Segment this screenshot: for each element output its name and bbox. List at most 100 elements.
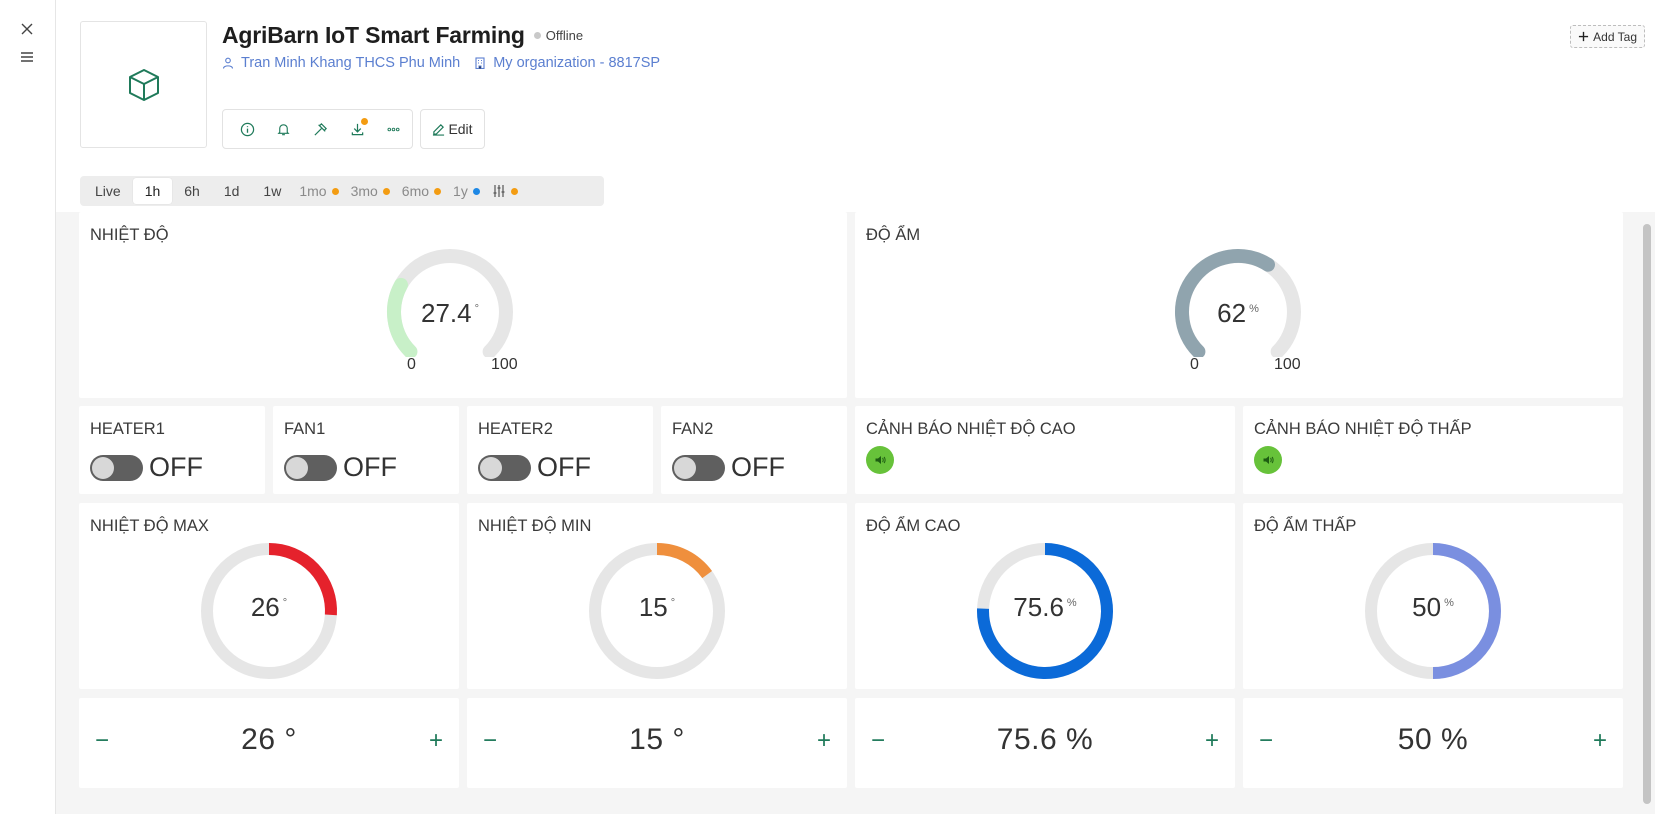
stepper-value: 26 ° — [241, 723, 297, 756]
widget-temp-max: NHIỆT ĐỘ MAX 26 ° — [79, 503, 459, 689]
widget-title: HEATER2 — [478, 420, 553, 438]
user-icon — [222, 57, 234, 69]
time-range-6mo[interactable]: 6mo — [396, 178, 447, 204]
time-range-1y[interactable]: 1y — [447, 178, 486, 204]
vertical-scrollbar[interactable] — [1639, 212, 1655, 814]
widget-fan2: FAN2 OFF — [661, 406, 847, 494]
premium-dot — [434, 187, 442, 195]
gauge-value-arc — [387, 277, 418, 357]
time-range-3mo[interactable]: 3mo — [345, 178, 396, 204]
edit-label: Edit — [448, 121, 473, 137]
time-range-live[interactable]: Live — [83, 178, 133, 204]
time-range-label: 6mo — [401, 183, 430, 199]
widget-heater1: HEATER1 OFF — [79, 406, 265, 494]
owner-link[interactable]: Tran Minh Khang THCS Phu Minh — [222, 55, 460, 71]
edit-button[interactable]: Edit — [420, 109, 485, 149]
widget-title: NHIỆT ĐỘ MIN — [478, 517, 592, 535]
ring-value: 15 ° — [638, 592, 676, 622]
widget-title: ĐỘ ẨM — [866, 226, 921, 244]
more-button[interactable] — [375, 114, 412, 144]
widget-temperature: NHIỆT ĐỘ 27.4 ° 0 100 — [79, 212, 847, 398]
sliders-icon — [493, 185, 505, 197]
decrement-button[interactable]: − — [1258, 727, 1273, 754]
time-range-6h[interactable]: 6h — [172, 178, 212, 204]
add-tag-button[interactable]: Add Tag — [1570, 25, 1645, 48]
ring-value: 75.6% — [1013, 592, 1077, 622]
gauge-min: 0 — [1190, 356, 1199, 373]
status-badge: Offline — [533, 28, 583, 43]
time-range-1d[interactable]: 1d — [212, 178, 252, 204]
heater2-toggle[interactable]: OFF — [478, 452, 591, 483]
cube-icon — [128, 68, 159, 101]
tools-button[interactable] — [302, 114, 339, 144]
ring-value: 26 ° — [250, 592, 288, 622]
increment-button[interactable]: + — [816, 727, 831, 754]
increment-button[interactable]: + — [428, 727, 443, 754]
premium-dot — [382, 187, 390, 195]
close-icon[interactable] — [17, 19, 37, 39]
device-title: AgriBarn IoT Smart Farming — [222, 22, 525, 48]
humidity-gauge — [1175, 249, 1301, 357]
widget-title: ĐỘ ẨM THẤP — [1254, 517, 1357, 535]
gauge-value-arc — [1175, 249, 1276, 357]
ring-value-arc — [1432, 543, 1501, 679]
widget-fan1: FAN1 OFF — [273, 406, 459, 494]
device-toolbar — [222, 109, 413, 149]
stepper-value: 50 % — [1397, 723, 1469, 756]
widget-title: CẢNH BÁO NHIỆT ĐỘ CAO — [866, 420, 1076, 438]
more-icon — [387, 127, 400, 131]
widget-title: FAN1 — [284, 420, 326, 438]
stepper-temp-max: − 26 ° + — [79, 698, 459, 788]
gauge-max: 100 — [1274, 356, 1301, 373]
ring-value: 50% — [1412, 592, 1454, 622]
stepper-humidity-high: − 75.6 % + — [855, 698, 1235, 788]
time-range-selector: Live 1h 6h 1d 1w 1mo 3mo 6mo 1y — [80, 176, 604, 206]
device-title-row: AgriBarn IoT Smart Farming Offline — [222, 22, 583, 49]
time-range-label: 1h — [144, 183, 161, 199]
decrement-button[interactable]: − — [482, 727, 497, 754]
notifications-button[interactable] — [266, 114, 303, 144]
heater1-toggle[interactable]: OFF — [90, 452, 203, 483]
switch-state: OFF — [537, 452, 591, 482]
widget-heater2: HEATER2 OFF — [467, 406, 653, 494]
time-range-1h[interactable]: 1h — [132, 178, 173, 204]
widget-humidity-high: ĐỘ ẨM CAO 75.6% — [855, 503, 1235, 689]
building-icon — [475, 57, 485, 69]
widget-humidity: ĐỘ ẨM 62% 0 100 — [855, 212, 1623, 398]
widget-humidity-low: ĐỘ ẨM THẤP 50% — [1243, 503, 1623, 689]
speaker-icon — [1263, 456, 1274, 464]
time-range-custom[interactable] — [486, 178, 524, 204]
widget-title: HEATER1 — [90, 420, 165, 438]
switch-state: OFF — [731, 452, 785, 482]
download-button[interactable] — [339, 114, 376, 144]
organization-link[interactable]: My organization - 8817SP — [474, 55, 660, 71]
switch-state: OFF — [343, 452, 397, 482]
menu-icon[interactable] — [17, 47, 37, 67]
widget-title: NHIỆT ĐỘ MAX — [90, 517, 209, 535]
widget-alarm-low-temp: CẢNH BÁO NHIỆT ĐỘ THẤP — [1243, 406, 1623, 494]
time-range-1w[interactable]: 1w — [251, 178, 293, 204]
gauge-min: 0 — [407, 356, 416, 373]
decrement-button[interactable]: − — [94, 727, 109, 754]
fan2-toggle[interactable]: OFF — [672, 452, 785, 483]
increment-button[interactable]: + — [1592, 727, 1607, 754]
decrement-button[interactable]: − — [870, 727, 885, 754]
stepper-value: 75.6 % — [996, 723, 1094, 756]
scrollbar-thumb[interactable] — [1643, 224, 1651, 804]
temperature-gauge — [387, 249, 513, 357]
time-range-label: 1mo — [299, 183, 327, 199]
time-range-label: 1y — [453, 183, 468, 199]
bell-icon — [277, 123, 290, 135]
widget-title: FAN2 — [672, 420, 714, 438]
time-range-1mo[interactable]: 1mo — [293, 178, 344, 204]
add-tag-label: Add Tag — [1593, 29, 1637, 44]
time-range-label: Live — [95, 183, 121, 199]
switch-state: OFF — [149, 452, 203, 482]
widget-title: NHIỆT ĐỘ — [90, 226, 169, 244]
increment-button[interactable]: + — [1204, 727, 1219, 754]
download-icon — [351, 123, 363, 135]
humidity-high-ring — [977, 543, 1113, 679]
fan1-toggle[interactable]: OFF — [284, 452, 397, 483]
alarm-indicator — [1254, 446, 1282, 474]
info-button[interactable] — [229, 114, 266, 144]
